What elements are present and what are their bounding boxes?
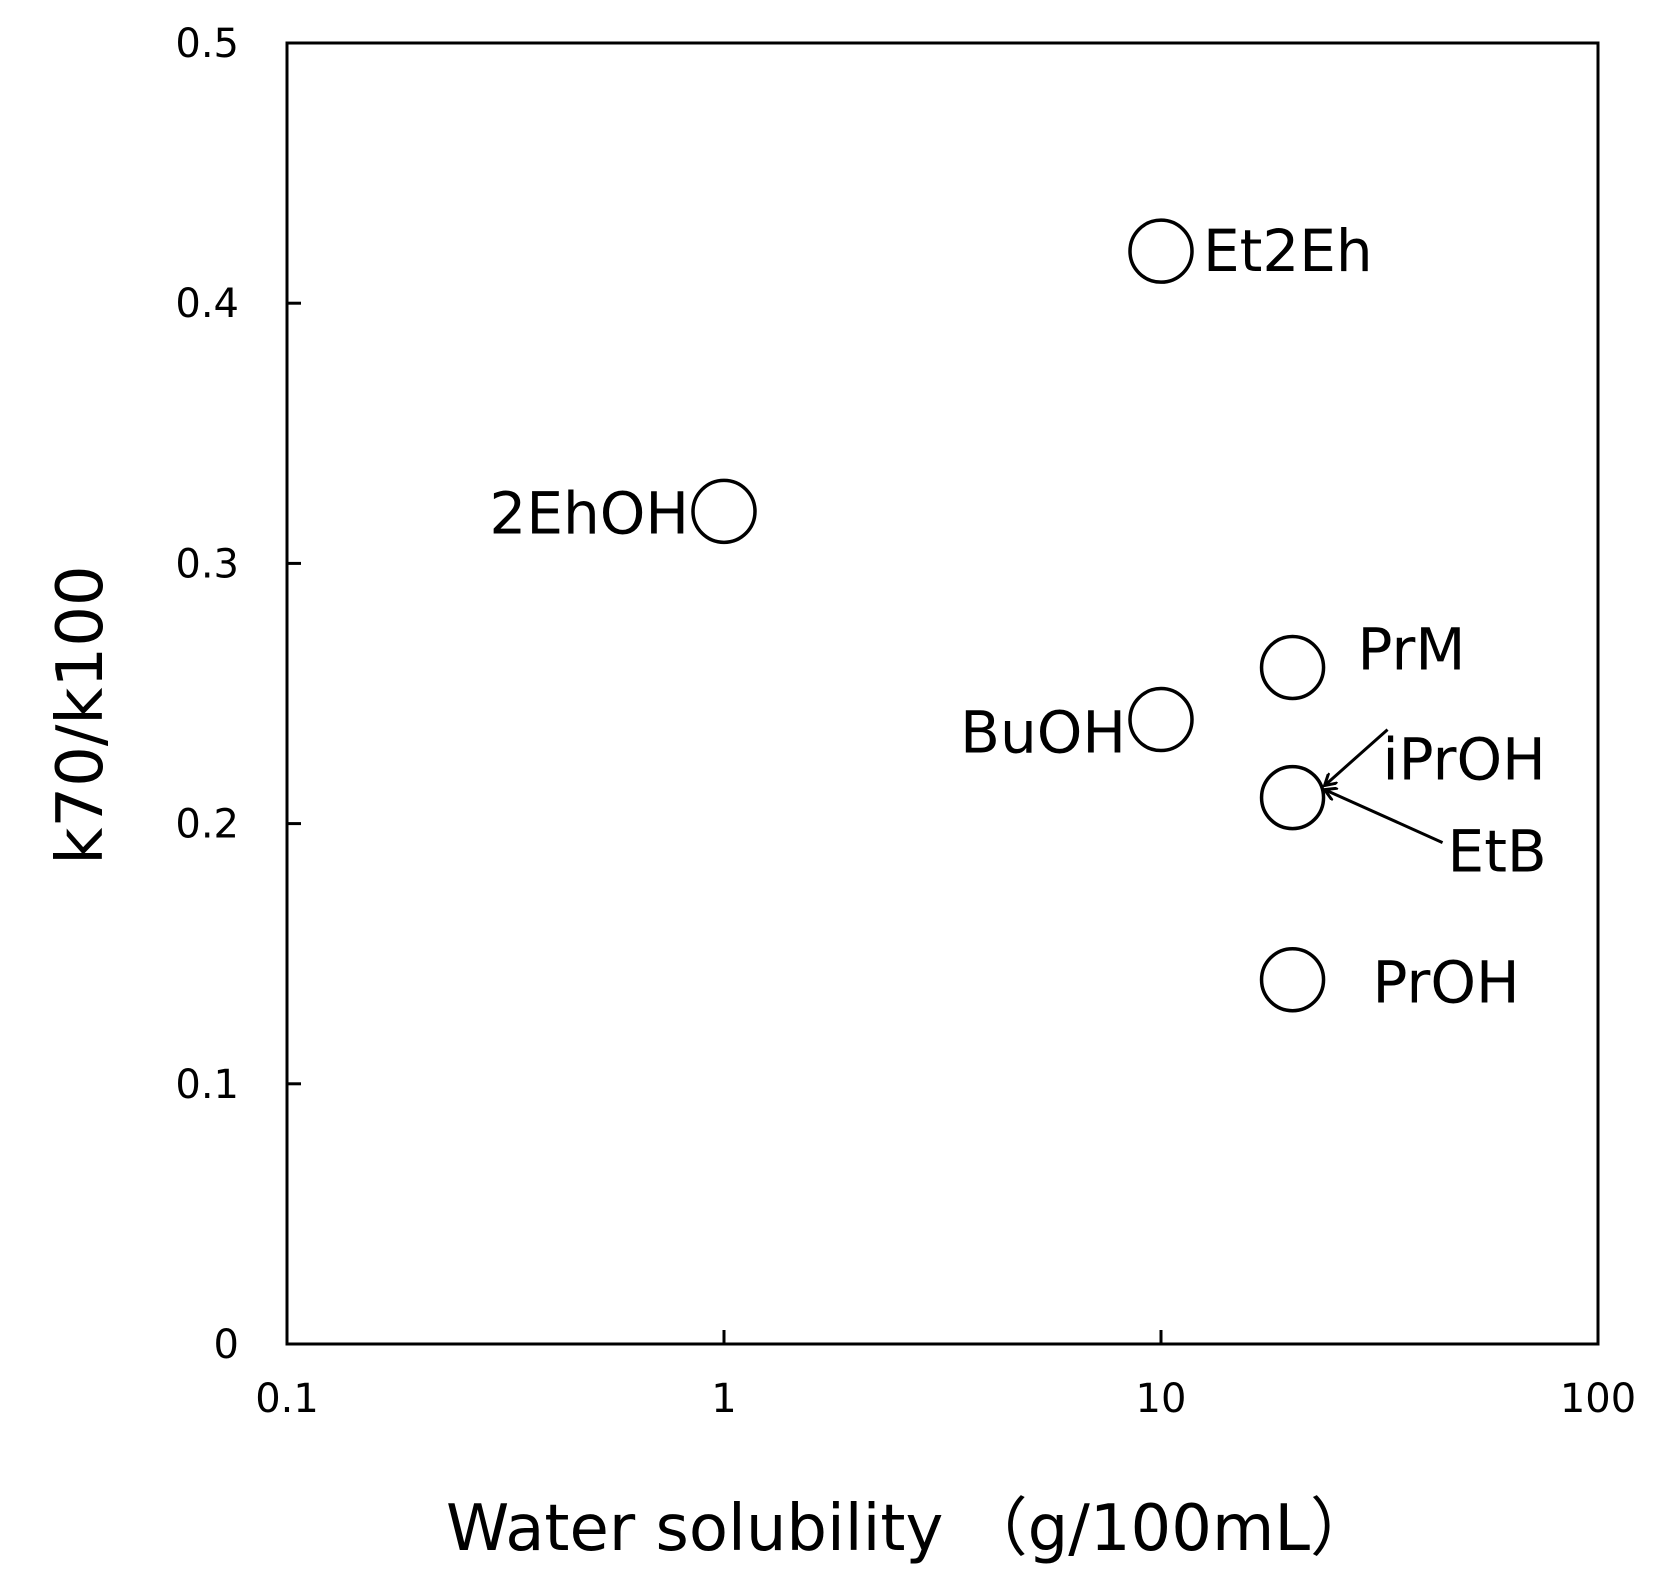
- point-label-et2eh: Et2Eh: [1203, 217, 1373, 285]
- point-label-2ehoh: 2EhOH: [489, 479, 689, 547]
- y-tick-label: 0: [214, 1322, 239, 1368]
- data-point-buoh: [1128, 686, 1194, 753]
- point-labels: Et2Eh 2EhOH PrM BuOH iPrOH EtB PrOH: [489, 217, 1546, 1017]
- point-label-proh: PrOH: [1373, 949, 1520, 1017]
- data-point-prm: [1259, 634, 1326, 701]
- data-point-proh: [1259, 946, 1326, 1013]
- x-tick-label: 10: [1136, 1376, 1187, 1422]
- data-points: [691, 218, 1326, 1013]
- data-point-iproh: [1259, 764, 1326, 831]
- point-label-iproh: iPrOH: [1383, 726, 1546, 794]
- data-point-2ehoh: [691, 478, 757, 545]
- y-tick-label: 0.3: [175, 541, 239, 587]
- arrow-etb: [1325, 790, 1444, 844]
- x-axis-ticks: 0.1 1 10 100: [255, 1330, 1636, 1422]
- x-tick-label: 1: [711, 1376, 736, 1422]
- arrow-iproh: [1325, 728, 1389, 786]
- y-axis-ticks: 0 0.1 0.2 0.3 0.4 0.5: [175, 21, 301, 1368]
- label-arrows: [1325, 728, 1444, 844]
- y-tick-label: 0.2: [175, 802, 239, 848]
- point-label-prm: PrM: [1358, 615, 1466, 683]
- y-tick-label: 0.1: [175, 1062, 239, 1108]
- x-tick-label: 100: [1560, 1376, 1636, 1422]
- y-tick-label: 0.5: [175, 21, 239, 67]
- point-label-buoh: BuOH: [960, 699, 1126, 767]
- plot-area-frame: [285, 41, 1600, 1346]
- y-tick-label: 0.4: [175, 281, 239, 327]
- data-point-et2eh: [1128, 218, 1194, 284]
- x-axis-title: Water solubility （g/100mL）: [446, 1492, 1374, 1566]
- x-tick-label: 0.1: [255, 1376, 319, 1422]
- point-label-etb: EtB: [1448, 818, 1547, 886]
- y-axis-title: k70/k100: [44, 565, 118, 864]
